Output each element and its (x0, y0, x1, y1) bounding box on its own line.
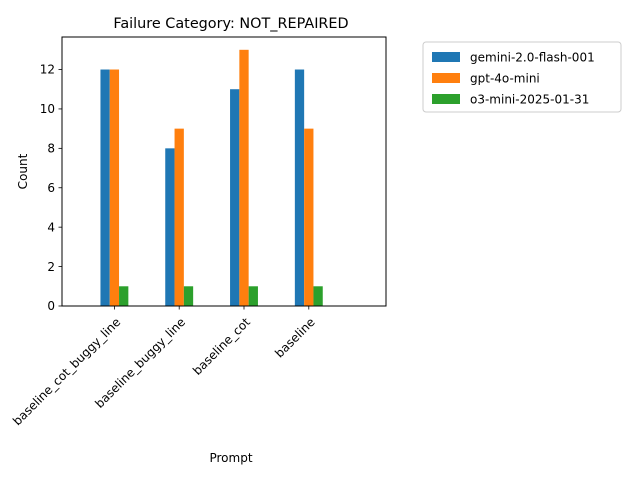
y-axis: 0 2 4 6 8 10 12 (40, 63, 62, 313)
y-tick-label: 4 (47, 220, 55, 234)
bar-gemini-2.0-flash-001-baseline_cot_buggy_line (100, 69, 110, 307)
bar-gpt-4o-mini-baseline_cot (239, 49, 249, 307)
bar-o3-mini-2025-01-31-baseline_cot (248, 286, 258, 306)
bar-gemini-2.0-flash-001-baseline_cot (230, 89, 240, 306)
legend-label-o3-mini-2025-01-31: o3-mini-2025-01-31 (470, 93, 589, 107)
chart-title: Failure Category: NOT_REPAIRED (113, 16, 348, 32)
bar-gpt-4o-mini-baseline (304, 128, 314, 306)
y-axis-label: Count (16, 153, 30, 189)
plot-area (100, 49, 323, 307)
legend-frame (422, 41, 622, 113)
y-tick-label: 8 (47, 142, 55, 156)
y-tick-label: 12 (40, 63, 55, 77)
y-tick-label: 0 (47, 299, 55, 313)
bar-o3-mini-2025-01-31-baseline_buggy_line (183, 286, 194, 306)
legend-swatch-gemini-2.0-flash-001 (432, 52, 460, 62)
x-tick-label: baseline (272, 315, 317, 360)
legend-label-gemini-2.0-flash-001: gemini-2.0-flash-001 (470, 51, 595, 65)
legend: gemini-2.0-flash-001 gpt-4o-mini o3-mini-2… (422, 41, 622, 113)
x-axis-label: Prompt (209, 451, 252, 465)
legend-label-gpt-4o-mini: gpt-4o-mini (470, 72, 540, 86)
x-tick-label: baseline_cot (190, 315, 253, 378)
legend-swatch-gpt-4o-mini (432, 73, 460, 83)
legend-swatch-o3-mini-2025-01-31 (432, 94, 460, 104)
bar-gemini-2.0-flash-001-baseline (294, 69, 305, 307)
bar-gpt-4o-mini-baseline_buggy_line (174, 128, 184, 306)
x-tick-label: baseline_cot_buggy_line (10, 315, 123, 428)
bar-o3-mini-2025-01-31-baseline (313, 286, 323, 306)
bar-gpt-4o-mini-baseline_cot_buggy_line (109, 69, 120, 307)
bar-gemini-2.0-flash-001-baseline_buggy_line (165, 148, 175, 306)
y-tick-label: 10 (40, 102, 55, 116)
bar-o3-mini-2025-01-31-baseline_cot_buggy_line (119, 286, 129, 306)
y-tick-label: 2 (47, 260, 55, 274)
x-axis: baseline_cot_buggy_linebaseline_buggy_li… (10, 306, 318, 428)
plot-frame (61, 36, 387, 307)
y-tick-label: 6 (47, 181, 55, 195)
